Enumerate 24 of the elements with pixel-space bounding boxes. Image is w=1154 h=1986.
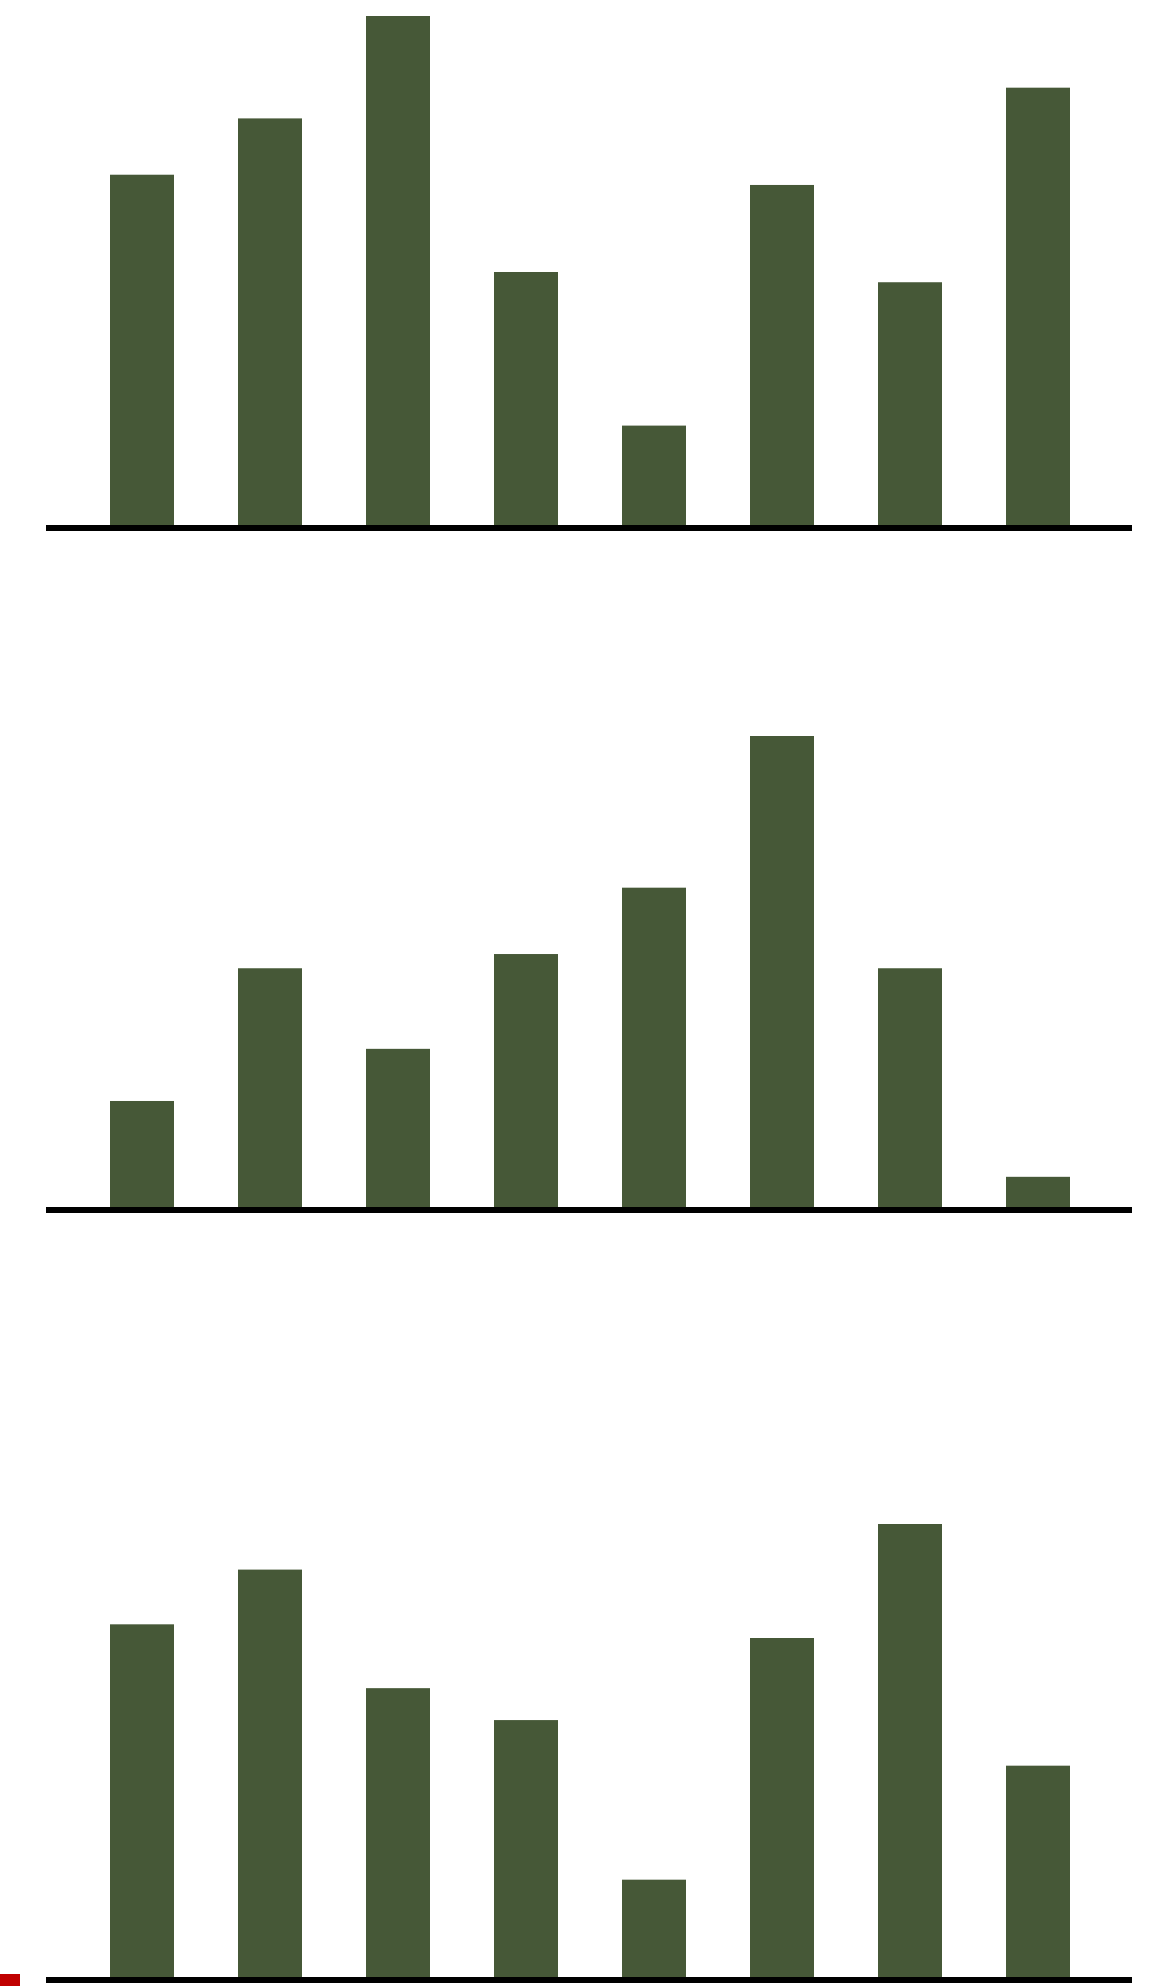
bar [366,1688,430,1980]
bar [366,16,430,528]
bar [110,1100,174,1210]
bar [750,184,814,528]
bar [110,174,174,528]
bar [494,272,558,528]
bar [110,1624,174,1980]
bar [238,118,302,528]
bar [878,1524,942,1980]
bar [878,282,942,528]
bar [750,736,814,1210]
bar [622,425,686,528]
bar [750,1638,814,1980]
bar [622,887,686,1210]
bar [622,1879,686,1980]
bar [878,968,942,1210]
bar [366,1048,430,1210]
bar [1006,1765,1070,1980]
bar [1006,87,1070,528]
bar [494,1720,558,1980]
bar [494,954,558,1210]
bar [1006,1176,1070,1210]
bar [238,1569,302,1980]
bar [238,968,302,1210]
